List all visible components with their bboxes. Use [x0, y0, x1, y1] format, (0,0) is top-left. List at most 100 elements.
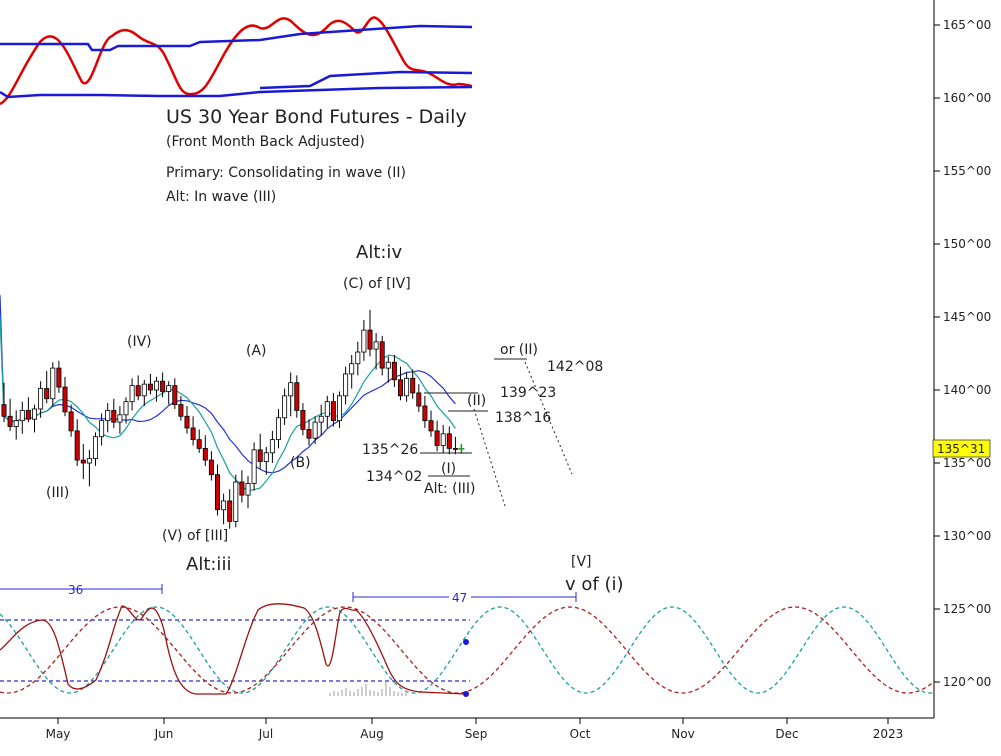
- candle-up: [93, 436, 99, 460]
- candle-down: [452, 447, 458, 450]
- candle-down: [1, 404, 7, 417]
- chart-title: US 30 Year Bond Futures - Daily: [166, 106, 467, 128]
- candle-up: [318, 415, 324, 423]
- projection-dotted-2: [524, 361, 573, 475]
- candle-down: [56, 367, 62, 388]
- candle-up: [117, 414, 123, 423]
- wave-annotations: Alt:iv (C) of [IV] (IV) (A) (III) (B) (V…: [46, 242, 624, 595]
- candle-up: [269, 439, 275, 454]
- c-of-iv-label: (C) of [IV]: [343, 276, 411, 292]
- y-tick-label: 150^00: [943, 237, 991, 251]
- y-tick-label: 130^00: [943, 529, 991, 543]
- last-price-badge: 135^31: [932, 439, 991, 458]
- x-tick-label: 2023: [873, 727, 904, 741]
- candle-down: [306, 429, 312, 439]
- alt-iii-label: Alt:iii: [186, 554, 231, 575]
- x-tick-label: May: [46, 727, 71, 741]
- candle-up: [263, 452, 269, 462]
- primary-note: Primary: Consolidating in wave (II): [166, 165, 406, 181]
- chart-subtitle: (Front Month Back Adjusted): [166, 134, 365, 150]
- candle-up: [373, 341, 379, 350]
- y-tick-label: 120^00: [943, 675, 991, 689]
- candle-up: [343, 373, 349, 397]
- x-tick-label: Sep: [465, 727, 488, 741]
- y-tick-label: 145^00: [943, 310, 991, 324]
- candle-down: [172, 385, 178, 405]
- x-tick-label: Oct: [570, 727, 591, 741]
- candle-up: [245, 483, 251, 496]
- candle-down: [397, 379, 403, 397]
- candle-up: [361, 329, 367, 353]
- top-indicator-line: [0, 16, 473, 106]
- candle-down: [178, 404, 184, 417]
- candle-up: [324, 401, 330, 417]
- y-tick-label: 160^00: [943, 91, 991, 105]
- candle-up: [153, 380, 159, 391]
- candle-down: [147, 383, 153, 391]
- candle-up: [385, 361, 391, 369]
- candle-down: [294, 382, 300, 411]
- i-label: (I): [441, 461, 456, 477]
- candle-up: [166, 385, 172, 392]
- lower-band-line: [0, 85, 473, 99]
- candle-up: [349, 363, 355, 375]
- candle-up: [312, 421, 318, 439]
- price-badge-text: 135^31: [937, 442, 985, 456]
- projection-dotted-1: [473, 408, 506, 507]
- candle-down: [202, 447, 208, 461]
- candle-down: [74, 430, 80, 461]
- candle-down: [446, 433, 452, 449]
- b-label: (B): [290, 455, 311, 471]
- candle-up: [233, 481, 239, 522]
- candle-down: [160, 380, 166, 392]
- level-142-08: 142^08: [547, 359, 603, 375]
- y-tick-label: 140^00: [943, 383, 991, 397]
- cycle-panel: 36 47: [0, 583, 935, 697]
- volume-bars: [329, 682, 407, 696]
- candle-down: [410, 377, 416, 394]
- candle-down: [422, 405, 428, 422]
- x-tick-label: Dec: [775, 727, 798, 741]
- candle-up: [50, 367, 56, 400]
- cycle-47-label: 47: [452, 591, 467, 605]
- candle-down: [7, 415, 13, 427]
- level-135-26: 135^26: [362, 442, 418, 458]
- candle-down: [391, 361, 397, 381]
- moving-averages: [0, 295, 456, 492]
- candle-down: [227, 500, 233, 522]
- candle-up: [288, 382, 294, 397]
- y-tick-label: 155^00: [943, 164, 991, 178]
- iv-label: (IV): [127, 334, 152, 350]
- iii-label: (III): [46, 485, 69, 501]
- candle-up: [86, 458, 92, 464]
- level-139-23: 139^23: [500, 385, 556, 401]
- price-badge-box: [932, 439, 991, 458]
- v-of-i-label: v of (i): [565, 574, 624, 595]
- y-tick-label: 135^00: [943, 456, 991, 470]
- teal-cycle-wave: [0, 606, 935, 694]
- candle-down: [208, 459, 214, 476]
- axes: 165^00 160^00 155^00 150^00 145^00 140^00 135^…: [0, 0, 991, 741]
- candle-down: [44, 388, 50, 400]
- x-tick-label: Jun: [154, 727, 174, 741]
- candle-down: [68, 411, 74, 432]
- candle-up: [19, 410, 25, 422]
- candle-down: [416, 392, 422, 407]
- top-indicator-panel: [0, 16, 473, 106]
- candle-up: [221, 500, 227, 511]
- y-axis-ticks: 165^00 160^00 155^00 150^00 145^00 140^00 135^…: [934, 18, 991, 689]
- level-134-02: 134^02: [366, 469, 422, 485]
- candle-up: [123, 401, 129, 416]
- candle-down: [367, 329, 373, 350]
- candle-up: [99, 420, 105, 438]
- alt-note: Alt: In wave (III): [166, 189, 276, 205]
- oscillator-line: [0, 603, 467, 695]
- candle-up: [141, 383, 147, 397]
- fast-moving-average-line: [0, 316, 456, 492]
- candle-up: [129, 385, 135, 403]
- candle-down: [434, 430, 440, 446]
- alt-iii-wave-label: Alt: (III): [424, 481, 475, 497]
- candle-down: [184, 415, 190, 429]
- x-axis-ticks: May Jun Jul Aug Sep Oct Nov Dec 2023: [46, 718, 904, 741]
- slow-moving-average-line: [0, 295, 456, 474]
